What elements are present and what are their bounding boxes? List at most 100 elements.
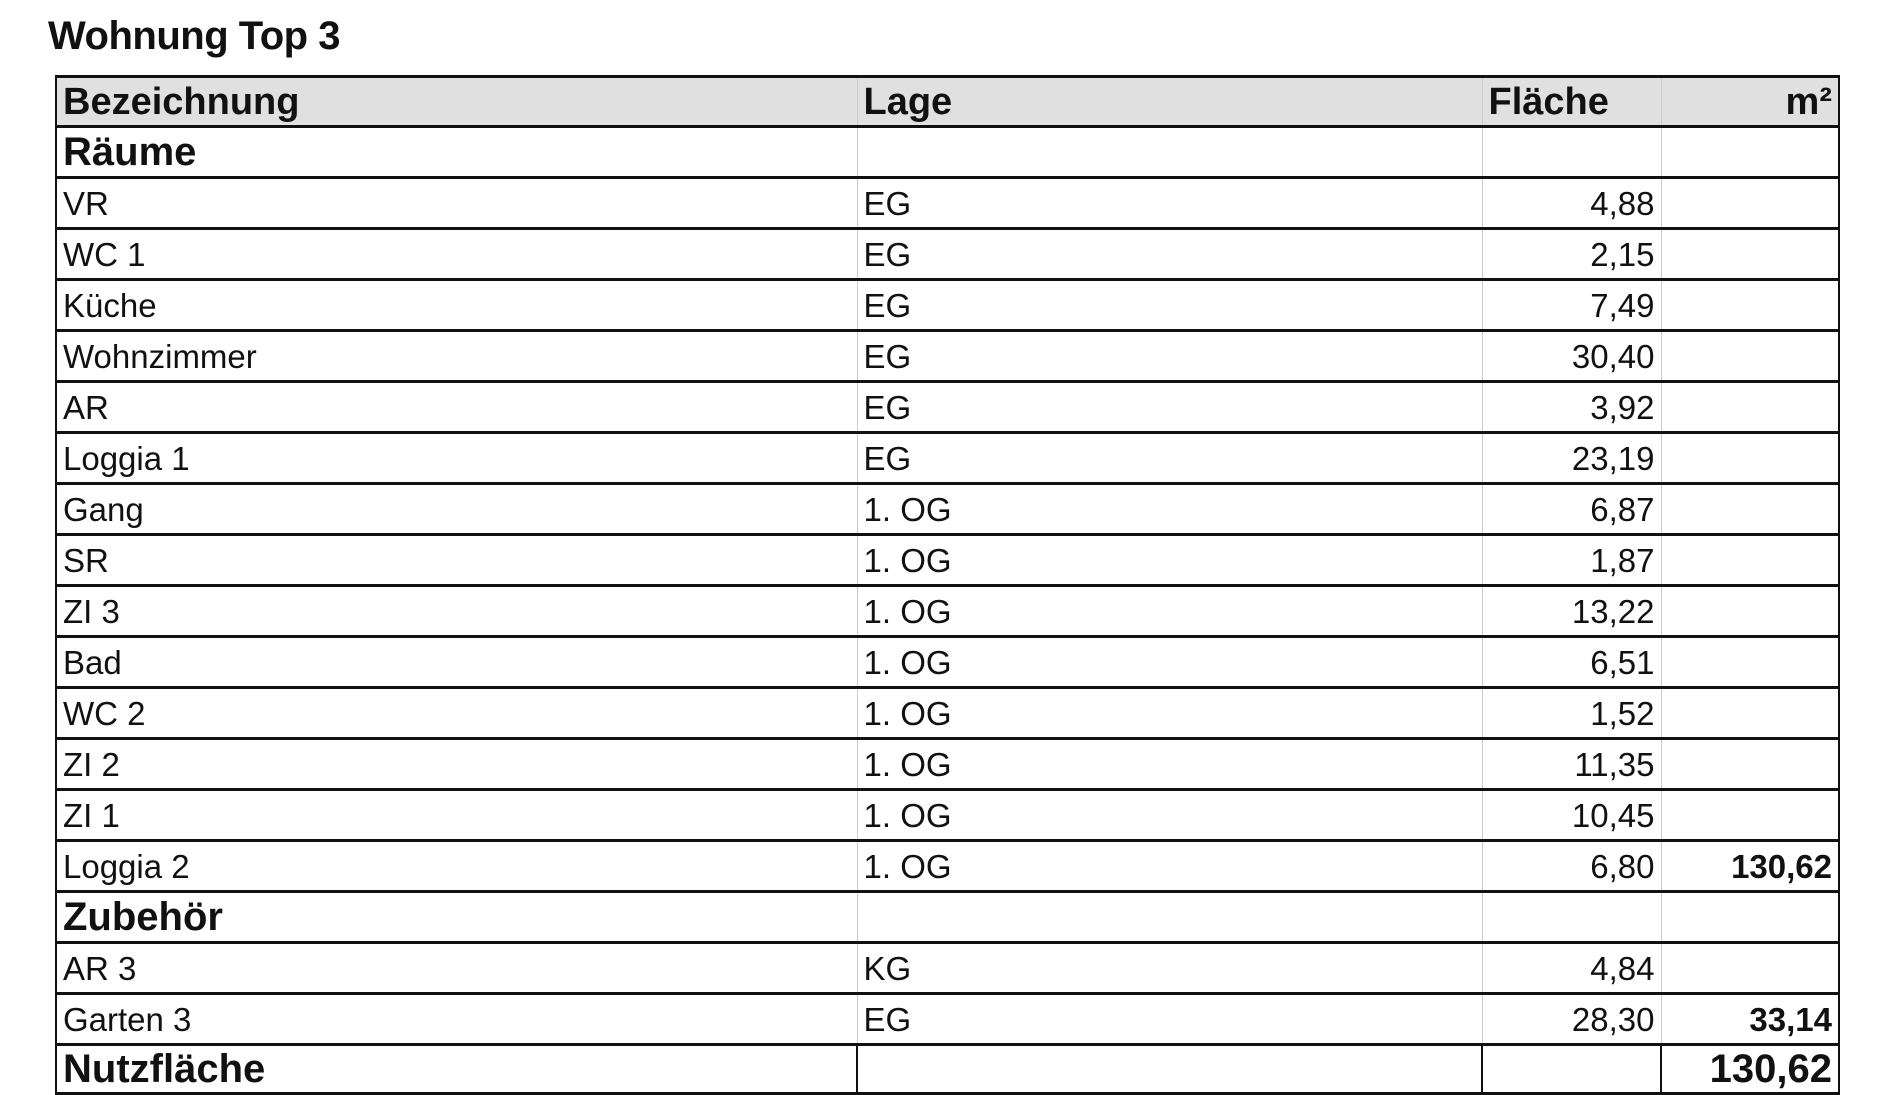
room-area: 4,84 xyxy=(1481,942,1661,995)
header-bezeichnung: Bezeichnung xyxy=(55,75,857,128)
table-row: AR EG 3,92 xyxy=(55,381,1840,434)
room-floor: EG xyxy=(856,330,1482,383)
section-sum xyxy=(1660,738,1840,791)
empty-cell xyxy=(856,1044,1482,1095)
section-sum xyxy=(1660,432,1840,485)
room-area: 30,40 xyxy=(1481,330,1661,383)
table-row: Bad 1. OG 6,51 xyxy=(55,636,1840,689)
header-m2: m² xyxy=(1660,75,1840,128)
room-area: 6,80 xyxy=(1481,840,1661,893)
empty-cell xyxy=(1660,891,1840,944)
section-sum xyxy=(1660,789,1840,842)
section-label: Räume xyxy=(55,126,857,179)
table-row: AR 3 KG 4,84 xyxy=(55,942,1840,995)
room-area: 6,51 xyxy=(1481,636,1661,689)
room-floor: EG xyxy=(856,177,1482,230)
room-name: ZI 3 xyxy=(55,585,857,638)
section-sum xyxy=(1660,228,1840,281)
room-name: WC 2 xyxy=(55,687,857,740)
room-area: 4,88 xyxy=(1481,177,1661,230)
empty-cell xyxy=(856,891,1482,944)
area-table: Bezeichnung Lage Fläche m² Räume VR EG 4,88… xyxy=(55,75,1840,1095)
room-floor: 1. OG xyxy=(856,687,1482,740)
room-area: 11,35 xyxy=(1481,738,1661,791)
room-floor: EG xyxy=(856,228,1482,281)
section-sum xyxy=(1660,942,1840,995)
room-area: 7,49 xyxy=(1481,279,1661,332)
room-floor: 1. OG xyxy=(856,585,1482,638)
section-row: Zubehör xyxy=(55,891,1840,944)
table-row: SR 1. OG 1,87 xyxy=(55,534,1840,587)
room-floor: 1. OG xyxy=(856,738,1482,791)
room-name: VR xyxy=(55,177,857,230)
room-area: 1,52 xyxy=(1481,687,1661,740)
table-row: Garten 3 EG 28,30 33,14 xyxy=(55,993,1840,1046)
room-name: Wohnzimmer xyxy=(55,330,857,383)
table-row: Küche EG 7,49 xyxy=(55,279,1840,332)
room-name: AR xyxy=(55,381,857,434)
room-name: WC 1 xyxy=(55,228,857,281)
room-name: ZI 1 xyxy=(55,789,857,842)
table-row: ZI 1 1. OG 10,45 xyxy=(55,789,1840,842)
room-area: 10,45 xyxy=(1481,789,1661,842)
section-label: Zubehör xyxy=(55,891,857,944)
table-row: Gang 1. OG 6,87 xyxy=(55,483,1840,536)
section-sum xyxy=(1660,687,1840,740)
section-sum xyxy=(1660,177,1840,230)
room-name: Loggia 2 xyxy=(55,840,857,893)
section-sum: 33,14 xyxy=(1660,993,1840,1046)
section-sum xyxy=(1660,534,1840,587)
table-row: Loggia 1 EG 23,19 xyxy=(55,432,1840,485)
room-name: Garten 3 xyxy=(55,993,857,1046)
room-name: AR 3 xyxy=(55,942,857,995)
table-header-row: Bezeichnung Lage Fläche m² xyxy=(55,75,1840,128)
room-floor: 1. OG xyxy=(856,483,1482,536)
total-label: Nutzfläche xyxy=(55,1044,857,1095)
table-row: WC 2 1. OG 1,52 xyxy=(55,687,1840,740)
table-row: WC 1 EG 2,15 xyxy=(55,228,1840,281)
section-row: Räume xyxy=(55,126,1840,179)
room-area: 6,87 xyxy=(1481,483,1661,536)
room-name: Gang xyxy=(55,483,857,536)
room-area: 13,22 xyxy=(1481,585,1661,638)
room-floor: EG xyxy=(856,432,1482,485)
table-row: ZI 2 1. OG 11,35 xyxy=(55,738,1840,791)
section-sum xyxy=(1660,585,1840,638)
section-sum: 130,62 xyxy=(1660,840,1840,893)
table-row: VR EG 4,88 xyxy=(55,177,1840,230)
room-name: ZI 2 xyxy=(55,738,857,791)
page-title: Wohnung Top 3 xyxy=(48,14,340,58)
room-name: Bad xyxy=(55,636,857,689)
empty-cell xyxy=(856,126,1482,179)
room-name: Loggia 1 xyxy=(55,432,857,485)
room-floor: EG xyxy=(856,381,1482,434)
room-name: SR xyxy=(55,534,857,587)
empty-cell xyxy=(1481,891,1661,944)
room-area: 28,30 xyxy=(1481,993,1661,1046)
section-sum xyxy=(1660,330,1840,383)
room-area: 23,19 xyxy=(1481,432,1661,485)
room-name: Küche xyxy=(55,279,857,332)
header-lage: Lage xyxy=(856,75,1482,128)
room-floor: 1. OG xyxy=(856,636,1482,689)
room-floor: 1. OG xyxy=(856,789,1482,842)
room-floor: 1. OG xyxy=(856,534,1482,587)
table-row: ZI 3 1. OG 13,22 xyxy=(55,585,1840,638)
room-area: 3,92 xyxy=(1481,381,1661,434)
room-floor: EG xyxy=(856,993,1482,1046)
section-sum xyxy=(1660,636,1840,689)
empty-cell xyxy=(1481,1044,1661,1095)
room-floor: 1. OG xyxy=(856,840,1482,893)
header-flaeche: Fläche xyxy=(1481,75,1661,128)
section-sum xyxy=(1660,279,1840,332)
empty-cell xyxy=(1481,126,1661,179)
room-area: 2,15 xyxy=(1481,228,1661,281)
total-row: Nutzfläche 130,62 xyxy=(55,1044,1840,1095)
room-area: 1,87 xyxy=(1481,534,1661,587)
total-value: 130,62 xyxy=(1660,1044,1840,1095)
table-body: Räume VR EG 4,88 WC 1 EG 2,15 Küche EG 7,49 Wohnzi… xyxy=(55,126,1840,1095)
room-floor: EG xyxy=(856,279,1482,332)
section-sum xyxy=(1660,381,1840,434)
section-sum xyxy=(1660,483,1840,536)
table-row: Wohnzimmer EG 30,40 xyxy=(55,330,1840,383)
